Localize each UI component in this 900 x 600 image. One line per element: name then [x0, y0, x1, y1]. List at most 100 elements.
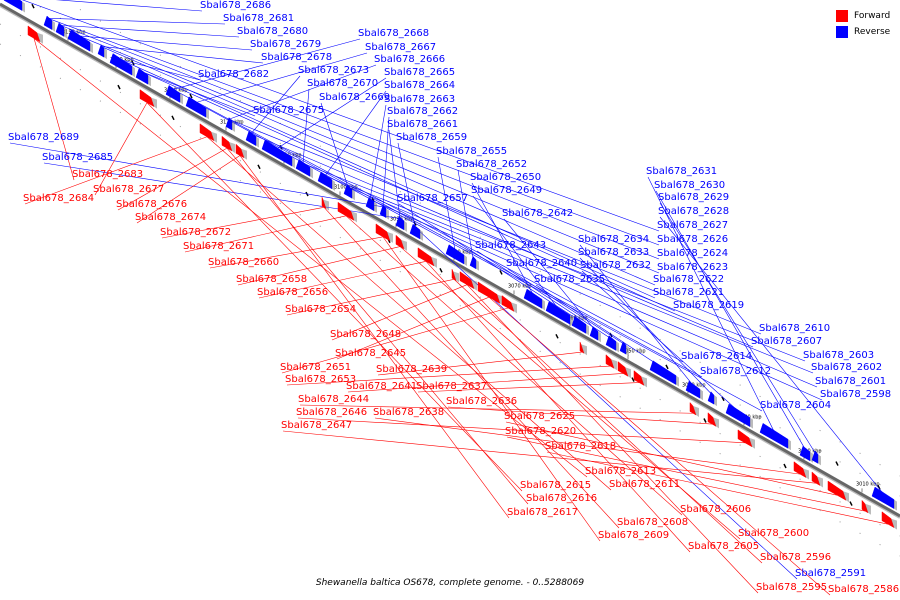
reverse-gene-label[interactable]: Sbal678_2634: [578, 234, 649, 245]
forward-gene-label[interactable]: Sbal678_2613: [585, 466, 656, 477]
forward-gene-label[interactable]: Sbal678_2645: [335, 348, 406, 359]
forward-gene-label[interactable]: Sbal678_2620: [505, 426, 576, 437]
forward-gene-label[interactable]: Sbal678_2638: [373, 407, 444, 418]
reverse-gene-label[interactable]: Sbal678_2689: [8, 132, 79, 143]
reverse-gene-label[interactable]: Sbal678_2679: [250, 39, 321, 50]
forward-gene-label[interactable]: Sbal678_2600: [738, 528, 809, 539]
reverse-gene-label[interactable]: Sbal678_2640: [506, 258, 577, 269]
forward-gene-label[interactable]: Sbal678_2625: [504, 411, 575, 422]
reverse-gene-label[interactable]: Sbal678_2602: [811, 362, 882, 373]
reverse-gene-label[interactable]: Sbal678_2686: [200, 0, 271, 11]
reverse-gene-label[interactable]: Sbal678_2661: [387, 119, 458, 130]
reverse-gene-label[interactable]: Sbal678_2628: [658, 206, 729, 217]
forward-gene-label[interactable]: Sbal678_2658: [236, 274, 307, 285]
reverse-gene-label[interactable]: Sbal678_2614: [681, 351, 752, 362]
reverse-gene-label[interactable]: Sbal678_2680: [237, 26, 308, 37]
forward-gene-label[interactable]: Sbal678_2641: [346, 381, 417, 392]
forward-gene-label[interactable]: Sbal678_2637: [416, 381, 487, 392]
reverse-gene-label[interactable]: Sbal678_2659: [396, 132, 467, 143]
reverse-gene-label[interactable]: Sbal678_2598: [820, 389, 891, 400]
forward-gene-label[interactable]: Sbal678_2617: [507, 507, 578, 518]
forward-gene-label[interactable]: Sbal678_2684: [23, 193, 94, 204]
reverse-gene-label[interactable]: Sbal678_2685: [42, 152, 113, 163]
forward-gene-label[interactable]: Sbal678_2609: [598, 530, 669, 541]
reverse-gene-label[interactable]: Sbal678_2626: [657, 234, 728, 245]
forward-gene-label[interactable]: Sbal678_2639: [376, 364, 447, 375]
reverse-gene-label[interactable]: Sbal678_2591: [795, 568, 866, 579]
reverse-gene-label[interactable]: Sbal678_2666: [374, 54, 445, 65]
reverse-gene-label[interactable]: Sbal678_2629: [658, 192, 729, 203]
forward-gene-label[interactable]: Sbal678_2616: [526, 493, 597, 504]
forward-gene-label[interactable]: Sbal678_2653: [285, 374, 356, 385]
reverse-gene-label[interactable]: Sbal678_2627: [657, 220, 728, 231]
reverse-gene-label[interactable]: Sbal678_2612: [700, 366, 771, 377]
forward-gene-shadow: [387, 231, 393, 243]
forward-gene-label[interactable]: Sbal678_2672: [160, 227, 231, 238]
forward-gene-label[interactable]: Sbal678_2596: [760, 552, 831, 563]
reverse-gene-label[interactable]: Sbal678_2678: [261, 52, 332, 63]
reverse-gene-label[interactable]: Sbal678_2601: [815, 376, 886, 387]
forward-gene-label[interactable]: Sbal678_2677: [93, 184, 164, 195]
reverse-gene-label[interactable]: Sbal678_2668: [358, 28, 429, 39]
reverse-gene-label[interactable]: Sbal678_2643: [475, 240, 546, 251]
forward-gene-label[interactable]: Sbal678_2605: [688, 541, 759, 552]
reverse-gene-label[interactable]: Sbal678_2622: [653, 274, 724, 285]
forward-gene-label[interactable]: Sbal678_2636: [446, 396, 517, 407]
reverse-gene-label[interactable]: Sbal678_2663: [384, 94, 455, 105]
forward-gene-label[interactable]: Sbal678_2611: [609, 479, 680, 490]
reverse-gene-label[interactable]: Sbal678_2603: [803, 350, 874, 361]
reverse-gene-label[interactable]: Sbal678_2630: [654, 180, 725, 191]
reverse-gene-label[interactable]: Sbal678_2619: [673, 300, 744, 311]
reverse-gene-label[interactable]: Sbal678_2607: [751, 336, 822, 347]
reverse-gene-label[interactable]: Sbal678_2624: [657, 248, 728, 259]
forward-gene-label[interactable]: Sbal678_2648: [330, 329, 401, 340]
reverse-gene-label[interactable]: Sbal678_2681: [223, 13, 294, 24]
forward-gene-label[interactable]: Sbal678_2586: [828, 584, 899, 595]
reverse-gene-label[interactable]: Sbal678_2632: [580, 260, 651, 271]
reverse-gene-label[interactable]: Sbal678_2642: [502, 208, 573, 219]
forward-gene-label[interactable]: Sbal678_2651: [280, 362, 351, 373]
forward-gene-label[interactable]: Sbal678_2606: [680, 504, 751, 515]
forward-gene-label[interactable]: Sbal678_2676: [116, 199, 187, 210]
forward-leader-line: [447, 406, 713, 425]
forward-leader-line: [206, 136, 612, 491]
reverse-gene-label[interactable]: Sbal678_2610: [759, 323, 830, 334]
reverse-gene-label[interactable]: Sbal678_2623: [657, 262, 728, 273]
forward-gene-label[interactable]: Sbal678_2595: [756, 582, 827, 593]
reverse-gene-label[interactable]: Sbal678_2604: [760, 400, 831, 411]
reverse-gene-label[interactable]: Sbal678_2635: [534, 274, 605, 285]
forward-gene-label[interactable]: Sbal678_2608: [617, 517, 688, 528]
reverse-gene-label[interactable]: Sbal678_2669: [319, 92, 390, 103]
legend-forward-label: Forward: [854, 11, 891, 21]
reverse-gene-label[interactable]: Sbal678_2650: [470, 172, 541, 183]
forward-leader-line: [258, 261, 427, 299]
reverse-gene-label[interactable]: Sbal678_2649: [471, 185, 542, 196]
forward-gene-label[interactable]: Sbal678_2656: [257, 287, 328, 298]
reverse-gene-label[interactable]: Sbal678_2667: [365, 42, 436, 53]
reverse-gene-label[interactable]: Sbal678_2670: [307, 78, 378, 89]
forward-gene-label[interactable]: Sbal678_2654: [285, 304, 356, 315]
forward-gene-label[interactable]: Sbal678_2660: [208, 257, 279, 268]
reverse-gene-label[interactable]: Sbal678_2655: [436, 146, 507, 157]
forward-gene-label[interactable]: Sbal678_2674: [135, 212, 206, 223]
reverse-gene-label[interactable]: Sbal678_2631: [646, 166, 717, 177]
forward-gene-label[interactable]: Sbal678_2618: [545, 441, 616, 452]
reverse-gene-label[interactable]: Sbal678_2662: [387, 106, 458, 117]
reverse-gene-label[interactable]: Sbal678_2664: [384, 80, 455, 91]
reverse-gene-label[interactable]: Sbal678_2621: [653, 287, 724, 298]
reverse-gene-block: [55, 22, 65, 37]
reverse-gene-label[interactable]: Sbal678_2675: [253, 105, 324, 116]
forward-gene-label[interactable]: Sbal678_2647: [281, 420, 352, 431]
forward-gene-label[interactable]: Sbal678_2615: [520, 480, 591, 491]
reverse-gene-label[interactable]: Sbal678_2652: [456, 159, 527, 170]
forward-gene-label[interactable]: Sbal678_2644: [298, 394, 369, 405]
reverse-gene-label[interactable]: Sbal678_2665: [384, 67, 455, 78]
reverse-gene-label[interactable]: Sbal678_2673: [298, 65, 369, 76]
forward-gene-label[interactable]: Sbal678_2646: [296, 407, 367, 418]
reverse-gene-label[interactable]: Sbal678_2682: [198, 69, 269, 80]
reverse-gene-label[interactable]: Sbal678_2633: [578, 247, 649, 258]
reverse-gene-label[interactable]: Sbal678_2657: [397, 193, 468, 204]
feature-marker: [631, 377, 635, 382]
forward-gene-label[interactable]: Sbal678_2671: [183, 241, 254, 252]
forward-gene-label[interactable]: Sbal678_2683: [72, 169, 143, 180]
